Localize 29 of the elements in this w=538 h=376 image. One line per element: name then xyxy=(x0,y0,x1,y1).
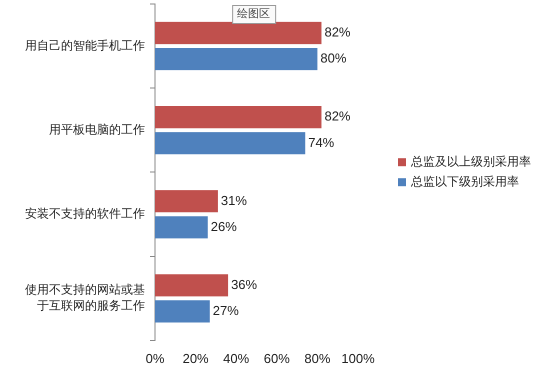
bar xyxy=(155,48,318,70)
data-label: 26% xyxy=(210,218,238,234)
y-tick-label: 用自己的智能手机工作 xyxy=(25,38,145,52)
x-tick-label: 20% xyxy=(182,350,210,366)
bar xyxy=(155,300,210,322)
data-label: 74% xyxy=(308,134,335,150)
data-label: 36% xyxy=(231,276,258,292)
annotation: 绘图区 xyxy=(237,8,270,20)
legend-label: 总监及以上级别采用率 xyxy=(410,154,531,169)
bar xyxy=(155,132,306,154)
data-label: 82% xyxy=(324,108,351,124)
data-label: 27% xyxy=(212,302,240,318)
data-label: 82% xyxy=(324,24,351,40)
x-tick-label: 40% xyxy=(223,350,250,366)
x-tick-label: 0% xyxy=(146,350,165,366)
bar xyxy=(155,274,228,296)
x-tick-label: 80% xyxy=(304,350,331,366)
x-tick-label: 100% xyxy=(341,350,376,366)
data-label: 80% xyxy=(320,50,347,66)
bar xyxy=(155,106,322,128)
y-tick-label: 用平板电脑的工作 xyxy=(49,122,145,136)
y-tick-label: 安装不支持的软件工作 xyxy=(25,206,145,221)
data-label: 31% xyxy=(220,192,248,208)
bar xyxy=(155,190,218,212)
y-tick-label: 使用不支持的网站或基于互联网的服务工作 xyxy=(25,282,145,313)
bar xyxy=(155,216,208,238)
legend-label: 总监以下级别采用率 xyxy=(410,174,519,189)
bar xyxy=(155,22,322,44)
x-tick-label: 60% xyxy=(264,350,290,366)
